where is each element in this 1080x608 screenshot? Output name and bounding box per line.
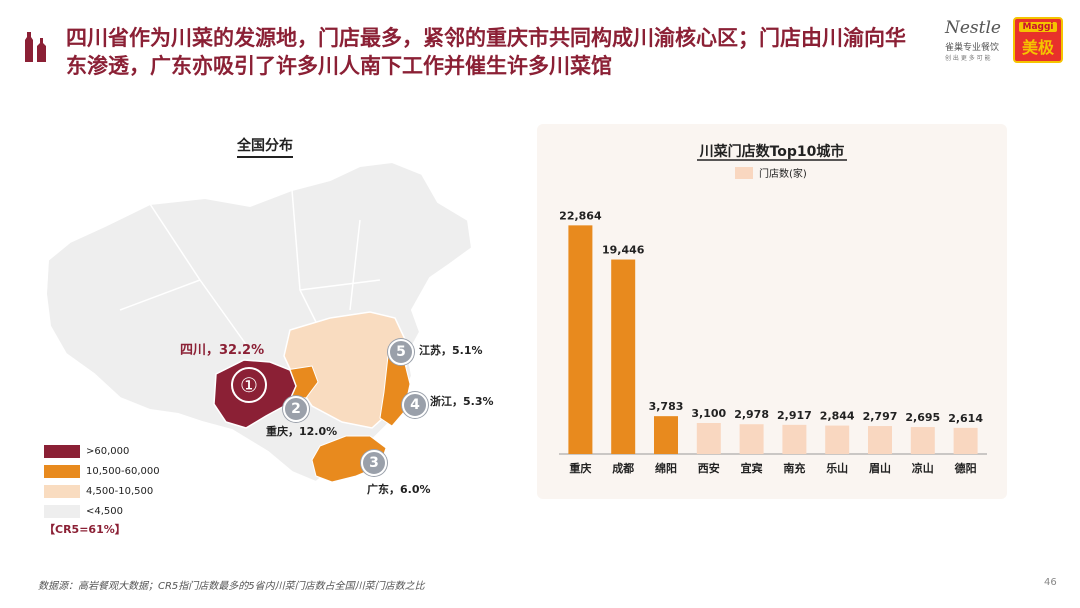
x-tick-label-重庆: 重庆 [569,461,591,475]
legend-label-tier3: 4,500-10,500 [86,485,154,497]
data-label-西安: 3,100 [691,407,726,420]
annotation-sichuan: 四川，32.2% [180,343,265,358]
nestle-brand-text: Nestle [945,18,1001,38]
legend-label-tier4: <4,500 [86,505,124,517]
bar-重庆 [568,225,593,454]
legend-swatch-tier3 [44,484,80,498]
bar-南充 [782,424,807,454]
marker-jiangsu: 5 [388,339,414,365]
bar-宜宾 [739,424,764,454]
legend-swatch-tier4 [44,504,80,518]
legend-row-tier1: >60,000 [44,441,160,461]
nestle-sub-text: 雀巢专业餐饮 [945,43,1000,53]
page-number: 46 [1044,577,1057,588]
chart-legend-label: 门店数(家) [759,167,807,180]
marker-zhejiang: 4 [402,392,428,418]
page-title: 四川省作为川菜的发源地，门店最多，紧邻的重庆市共同构成川渝核心区；门店由川渝向华… [66,26,906,78]
nestle-tagline: 创 出 更 多 可 能 [945,55,991,62]
x-tick-label-西安: 西安 [698,461,720,475]
bar-chart: 川菜门店数Top10城市 门店数(家) 22,864 重庆 19,446 成都 3,78… [559,143,987,475]
annotation-guangdong: 广东，6.0% [367,483,431,496]
map-heading: 全国分布 [237,135,293,158]
maggi-logo: Maggi 美极 [1013,17,1063,63]
x-tick-label-绵阳: 绵阳 [655,461,677,475]
legend-swatch-bar [735,167,753,179]
data-label-凉山: 2,695 [905,411,940,424]
nestle-logo: Nestle 雀巢专业餐饮 创 出 更 多 可 能 [945,18,1011,66]
annotation-jiangsu: 江苏，5.1% [419,344,483,357]
maggi-cn-text: 美极 [1021,38,1054,57]
bar-西安 [696,423,721,454]
x-tick-label-眉山: 眉山 [869,461,891,475]
legend-swatch-tier1 [44,444,80,458]
data-label-眉山: 2,797 [863,410,898,423]
legend-label-tier2: 10,500-60,000 [86,465,160,477]
marker-chongqing: 2 [283,396,309,422]
data-label-成都: 19,446 [602,244,645,257]
x-tick-label-德阳: 德阳 [954,461,977,475]
cr5-note: 【CR5=61%】 [44,523,126,536]
data-label-南充: 2,917 [777,409,812,422]
x-tick-label-乐山: 乐山 [826,461,848,475]
bar-乐山 [825,425,850,454]
marker-guangdong: 3 [361,450,387,476]
maggi-brand-text: Maggi [1019,22,1057,32]
footer-source: 数据源：高岩餐观大数据；CR5指门店数最多的5省内川菜门店数占全国川菜门店数之比 [38,581,425,592]
data-label-重庆: 22,864 [559,209,602,222]
x-tick-label-南充: 南充 [783,461,805,475]
marker-sichuan: ① [231,367,267,403]
bottle-icon [25,32,46,62]
data-label-德阳: 2,614 [948,412,983,425]
bar-德阳 [953,427,978,454]
legend-swatch-tier2 [44,464,80,478]
legend-row-tier3: 4,500-10,500 [44,481,160,501]
data-label-宜宾: 2,978 [734,408,769,421]
x-tick-label-宜宾: 宜宾 [741,461,763,475]
data-label-绵阳: 3,783 [649,400,684,413]
bar-凉山 [910,427,935,454]
map-china-outline [44,160,474,484]
bar-绵阳 [654,416,678,454]
x-tick-label-成都: 成都 [612,461,634,475]
legend-row-tier4: <4,500 [44,501,160,521]
bar-成都 [611,259,636,454]
annotation-chongqing: 重庆，12.0% [266,425,338,438]
data-label-乐山: 2,844 [820,410,855,423]
x-tick-label-凉山: 凉山 [912,461,934,475]
chart-title: 川菜门店数Top10城市 [699,143,845,160]
map-legend: >60,000 10,500-60,000 4,500-10,500 <4,50… [44,441,160,521]
legend-label-tier1: >60,000 [86,445,130,457]
annotation-zhejiang: 浙江，5.3% [430,395,494,408]
bar-眉山 [868,426,892,454]
legend-row-tier2: 10,500-60,000 [44,461,160,481]
